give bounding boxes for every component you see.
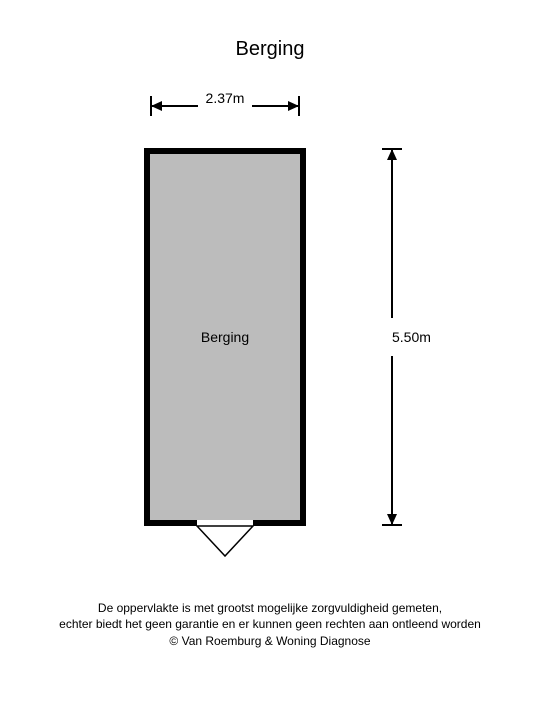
door-opening xyxy=(197,520,253,526)
footer-line-1: De oppervlakte is met grootst mogelijke … xyxy=(30,600,510,617)
room-box: Berging xyxy=(144,148,306,526)
page-title: Berging xyxy=(0,38,540,61)
width-dimension-arrow xyxy=(150,92,300,120)
height-dimension-label: 5.50m xyxy=(392,329,431,345)
height-dimension: 5.50m xyxy=(380,148,440,526)
room-label: Berging xyxy=(201,329,249,345)
footer-line-3: © Van Roemburg & Woning Diagnose xyxy=(30,633,510,650)
footer-line-2: echter biedt het geen garantie en er kun… xyxy=(30,616,510,633)
footer-text: De oppervlakte is met grootst mogelijke … xyxy=(30,600,510,650)
width-dimension: 2.37m xyxy=(150,92,300,120)
